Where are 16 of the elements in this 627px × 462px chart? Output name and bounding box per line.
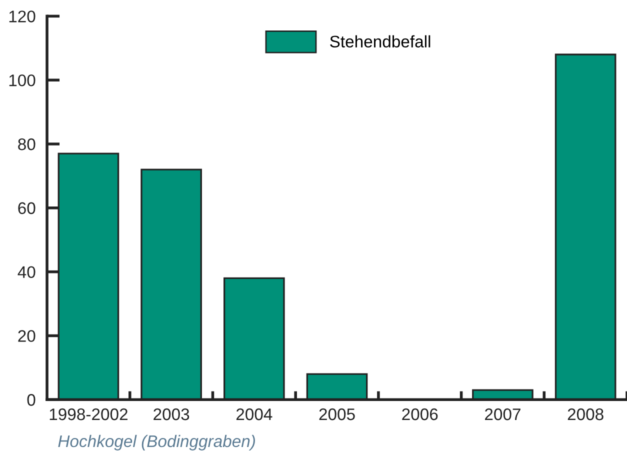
y-tick-label: 0 (27, 394, 36, 406)
legend-label: Stehendbefall (330, 35, 430, 48)
x-tick-label: 2008 (568, 408, 604, 420)
y-tick-label: 80 (18, 138, 36, 150)
y-tick-label: 40 (18, 266, 36, 278)
x-tick-label: 2007 (485, 408, 520, 420)
x-tick-label: 1998-2002 (50, 408, 128, 420)
x-tick-label: 2003 (154, 408, 190, 420)
text: Hochkogel (Bodinggraben) (58, 434, 255, 450)
y-tick-label: 120 (9, 10, 36, 22)
y-tick-label: 100 (9, 74, 36, 86)
y-tick-label: 20 (18, 330, 36, 342)
x-tick-label: 2005 (319, 408, 355, 420)
x-tick-label: 2004 (236, 408, 272, 420)
x-tick-label: 2006 (402, 408, 438, 420)
y-tick-label: 60 (18, 202, 36, 214)
